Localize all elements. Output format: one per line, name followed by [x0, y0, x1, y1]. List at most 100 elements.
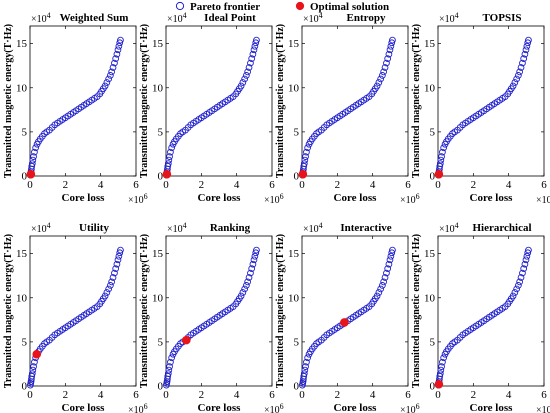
chart-title: Ranking	[210, 222, 251, 234]
pareto-point	[165, 156, 173, 164]
y-axis-multiplier: ×104	[439, 11, 459, 25]
pareto-point	[373, 292, 381, 300]
plot-area	[437, 235, 545, 387]
pareto-point	[513, 75, 520, 83]
pareto-point	[509, 292, 517, 300]
x-tick-label: 6	[541, 389, 547, 401]
optimal-point	[434, 379, 444, 389]
pareto-point	[31, 358, 38, 366]
pareto-point	[164, 370, 172, 377]
x-tick-label: 4	[234, 389, 240, 401]
x-axis-exponent: 6	[416, 192, 420, 201]
pareto-point	[436, 370, 444, 377]
chart-panel: 0 2 4 6 0 5 10 15 ×104 Hierarchical Core loss ×106 T…	[411, 221, 550, 413]
legend-pareto-marker	[175, 1, 185, 11]
pareto-point	[386, 46, 394, 54]
pareto-point	[377, 75, 384, 83]
pareto-point	[525, 246, 532, 254]
pareto-point	[249, 260, 257, 268]
pareto-point	[436, 160, 444, 167]
y-tick-label: 0	[294, 381, 300, 393]
y-axis-exponent: 4	[183, 221, 187, 230]
pareto-point	[439, 148, 446, 156]
pareto-point	[247, 59, 254, 67]
pareto-point	[168, 144, 176, 152]
x-axis-multiplier: ×106	[536, 192, 550, 206]
chart-panel: 0 2 4 6 0 5 10 15 ×104 Entropy Core loss ×106 Transm…	[275, 11, 420, 206]
pareto-point	[243, 282, 250, 289]
y-axis-multiplier: ×104	[439, 221, 459, 235]
y-axis-exponent: 4	[319, 221, 323, 230]
y-axis-exponent: 4	[455, 221, 459, 230]
y-axis-label: Transmitted magnetic energy(T·Hz)	[275, 24, 286, 178]
pareto-point	[439, 358, 446, 366]
x-axis-exponent: 6	[144, 192, 148, 201]
y-axis-exponent: 4	[47, 11, 51, 20]
legend-optimal-label: Optimal solution	[310, 1, 389, 13]
pareto-point	[304, 144, 312, 152]
x-axis-multiplier: ×106	[128, 402, 148, 413]
x-tick-label: 4	[370, 179, 376, 191]
pareto-point	[253, 36, 260, 44]
pareto-point	[511, 289, 519, 296]
x-tick-label: 6	[541, 179, 547, 191]
pareto-point	[515, 282, 522, 289]
pareto-point	[250, 46, 258, 54]
pareto-point	[300, 370, 308, 377]
pareto-point	[109, 274, 117, 281]
pareto-point	[251, 42, 259, 50]
x-axis-label: Core loss	[62, 192, 106, 204]
pareto-point	[108, 278, 115, 286]
pareto-point	[384, 265, 392, 272]
pareto-point	[168, 354, 176, 362]
plot-area	[29, 235, 137, 387]
pareto-point	[28, 160, 36, 167]
pareto-point	[103, 289, 111, 296]
pareto-point	[523, 252, 531, 260]
pareto-point	[107, 282, 114, 289]
pareto-point	[388, 39, 396, 47]
x-tick-label: 4	[98, 179, 104, 191]
y-tick-label: 5	[294, 126, 300, 138]
pareto-point	[301, 366, 309, 374]
pareto-point	[517, 274, 525, 281]
x-tick-label: 2	[63, 179, 69, 191]
y-tick-label: 0	[430, 381, 436, 393]
x-axis-exponent: 6	[144, 402, 148, 411]
y-tick-label: 5	[158, 336, 164, 348]
pareto-point	[301, 156, 309, 164]
y-tick-label: 10	[152, 82, 164, 94]
pareto-point	[437, 156, 445, 164]
y-tick-label: 5	[294, 336, 300, 348]
pareto-point	[524, 249, 532, 257]
y-axis-label: Transmitted magnetic energy(T·Hz)	[139, 24, 150, 178]
pareto-point	[237, 292, 245, 300]
y-tick-label: 0	[430, 171, 436, 183]
pareto-point	[112, 265, 120, 272]
y-tick-label: 10	[288, 292, 300, 304]
y-axis-multiplier: ×104	[303, 221, 323, 235]
pareto-point	[30, 363, 37, 370]
pareto-point	[524, 39, 532, 47]
pareto-point	[519, 269, 526, 277]
pareto-point	[304, 354, 312, 362]
x-tick-label: 6	[405, 389, 411, 401]
x-axis-exponent: 6	[416, 402, 420, 411]
chart-panel: 0 2 4 6 0 5 10 15 ×104 Ideal Point Core loss ×106 Tr…	[139, 11, 284, 206]
pareto-point	[164, 160, 172, 167]
pareto-point	[167, 358, 174, 366]
pareto-point	[164, 162, 172, 170]
x-tick-label: 2	[199, 179, 205, 191]
y-tick-label: 10	[16, 292, 28, 304]
x-axis-multiplier: ×106	[264, 402, 284, 413]
pareto-point	[28, 370, 36, 377]
pareto-point	[105, 75, 112, 83]
pareto-point	[164, 372, 172, 380]
pareto-point	[109, 64, 117, 71]
x-axis-label: Core loss	[334, 402, 378, 413]
pareto-point	[116, 249, 124, 257]
pareto-point	[386, 256, 394, 264]
x-axis-multiplier: ×106	[536, 402, 550, 413]
pareto-point	[381, 64, 389, 71]
